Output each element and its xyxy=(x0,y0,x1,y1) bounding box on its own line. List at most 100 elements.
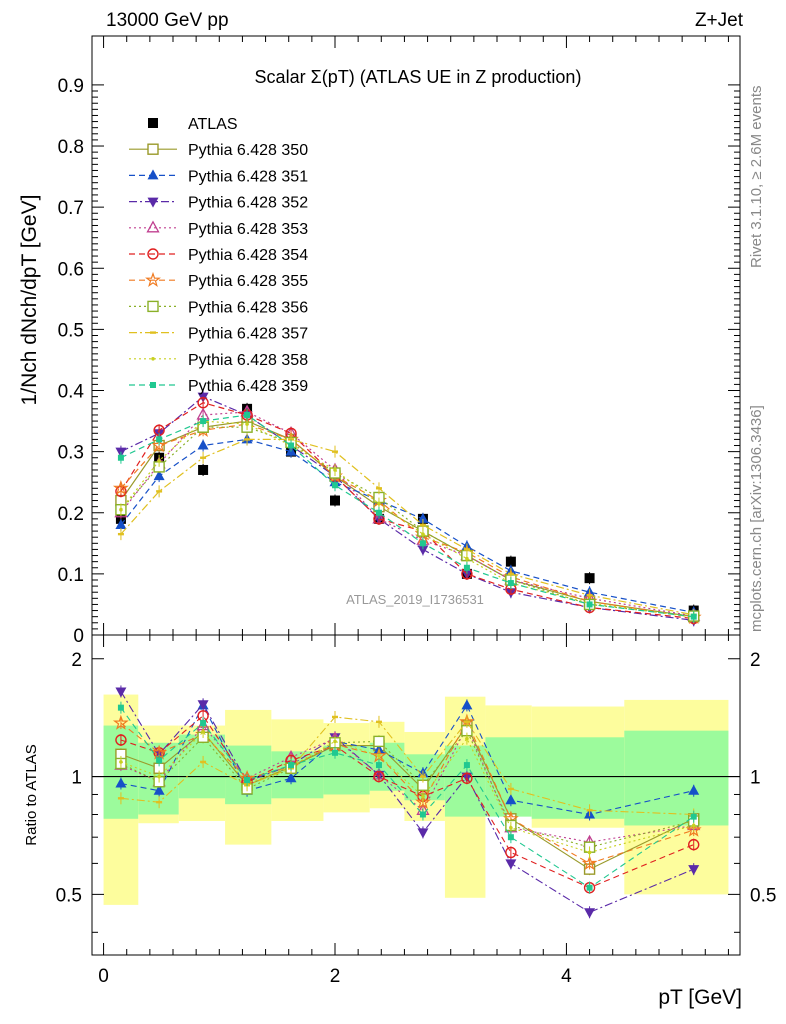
legend-label: Pythia 6.428 357 xyxy=(188,326,308,343)
ratio-data-point xyxy=(505,794,517,805)
legend-label: Pythia 6.428 354 xyxy=(188,247,308,264)
data-point xyxy=(244,438,251,441)
legend-marker xyxy=(147,169,159,180)
data-point xyxy=(197,439,209,450)
legend-marker xyxy=(150,382,156,388)
ratio-data-point xyxy=(157,774,161,779)
ratio-data-point xyxy=(685,821,702,837)
ratio-y-tick-label: 1 xyxy=(71,768,82,789)
legend-label: Pythia 6.428 355 xyxy=(188,273,308,290)
ratio-data-point xyxy=(507,787,514,791)
data-point xyxy=(417,512,429,523)
data-point xyxy=(156,436,163,443)
data-point xyxy=(200,456,207,459)
data-point xyxy=(419,523,426,527)
ratio-data-point xyxy=(419,811,426,818)
ratio-data-point xyxy=(688,784,700,795)
ratio-series-line xyxy=(120,724,694,870)
ratio-data-point xyxy=(463,720,470,724)
series-4 xyxy=(114,404,701,623)
ratio-data-point xyxy=(688,838,700,851)
ratio-data-point xyxy=(288,762,295,769)
data-point xyxy=(200,418,207,425)
ratio-data-point xyxy=(587,850,592,855)
data-point xyxy=(288,438,295,441)
series-line xyxy=(120,426,694,617)
series-line xyxy=(120,411,694,617)
series-line xyxy=(120,402,694,620)
ratio-data-point xyxy=(156,801,163,804)
data-point xyxy=(115,518,127,529)
ratio-data-point xyxy=(584,908,596,919)
legend-marker xyxy=(147,143,159,155)
ratio-band-inner xyxy=(531,737,625,819)
data-point xyxy=(151,437,168,453)
ratio-data-point xyxy=(509,825,513,830)
data-point xyxy=(197,397,209,409)
ratio-data-point xyxy=(333,739,337,744)
ratio-data-point xyxy=(200,720,207,727)
series-10 xyxy=(117,408,697,623)
legend-marker xyxy=(147,300,159,313)
ratio-data-point xyxy=(197,700,209,711)
ratio-data-point xyxy=(156,757,163,764)
data-point xyxy=(375,509,382,516)
legend-label: Pythia 6.428 358 xyxy=(188,352,308,369)
data-point xyxy=(507,572,514,576)
ratio-series-line xyxy=(120,729,694,848)
data-point xyxy=(375,487,382,490)
process-label: Z+Jet xyxy=(694,10,743,31)
data-point xyxy=(115,513,126,524)
ratio-data-point xyxy=(415,793,431,810)
data-point xyxy=(332,482,338,489)
data-point xyxy=(690,613,697,620)
ratio-x-tick-label: 2 xyxy=(330,966,341,987)
ratio-data-point xyxy=(690,813,697,820)
ratio-data-point xyxy=(505,859,517,870)
legend-marker xyxy=(148,118,158,128)
main-y-tick-label: 0.8 xyxy=(58,137,84,158)
legend-label: Pythia 6.428 351 xyxy=(188,168,308,185)
main-y-tick-label: 0.2 xyxy=(58,504,84,525)
ratio-series-line xyxy=(120,714,694,889)
legend-label: Pythia 6.428 352 xyxy=(188,195,308,212)
main-y-tick-label: 0.3 xyxy=(58,443,84,464)
ratio-y-tick-label-right: 1 xyxy=(750,768,761,789)
data-point xyxy=(153,470,165,481)
series-line xyxy=(120,414,694,618)
ratio-data-point xyxy=(581,855,598,871)
ratio-data-point xyxy=(117,704,124,711)
ratio-data-point xyxy=(421,794,425,799)
data-point xyxy=(332,450,338,453)
ratio-data-point xyxy=(115,777,127,788)
ratio-data-point xyxy=(117,797,124,800)
ratio-data-point xyxy=(507,834,514,841)
ratio-data-point xyxy=(332,749,338,756)
ratio-data-point xyxy=(375,762,382,769)
data-point xyxy=(119,507,123,512)
main-y-tick-label: 0.6 xyxy=(58,259,84,280)
mcplots-label: mcplots.cern.ch [arXiv:1306.3436] xyxy=(748,405,765,632)
main-y-tick-label: 0 xyxy=(73,626,84,647)
ratio-data-point xyxy=(461,699,473,710)
ratio-data-point xyxy=(115,687,127,698)
data-point xyxy=(377,501,381,506)
legend-marker xyxy=(146,220,160,233)
main-panel: 0 0.1 0.2 0.3 0.4 0.5 0.6 0.7 0.8 0.9 1/Nch dNch/d… xyxy=(18,35,741,647)
series-line xyxy=(120,420,694,618)
analysis-watermark: ATLAS_2019_I1736531 xyxy=(346,592,484,607)
series-line xyxy=(120,438,694,616)
data-point xyxy=(507,580,514,587)
ratio-y-tick-label-right: 0.5 xyxy=(750,885,776,906)
ratio-y-tick-label-right: 2 xyxy=(750,650,761,671)
data-point xyxy=(584,573,595,584)
legend: ATLAS Pythia 6.428 350 Pythia 6.428 351 Pyt… xyxy=(129,116,308,395)
legend-marker xyxy=(147,248,159,260)
legend-label: Pythia 6.428 353 xyxy=(188,221,308,238)
ratio-frame xyxy=(91,634,741,956)
ratio-x-axis-label: pT [GeV] xyxy=(658,986,742,1009)
ratio-data-point xyxy=(463,762,470,769)
data-point xyxy=(586,594,593,597)
legend-marker xyxy=(150,331,156,334)
